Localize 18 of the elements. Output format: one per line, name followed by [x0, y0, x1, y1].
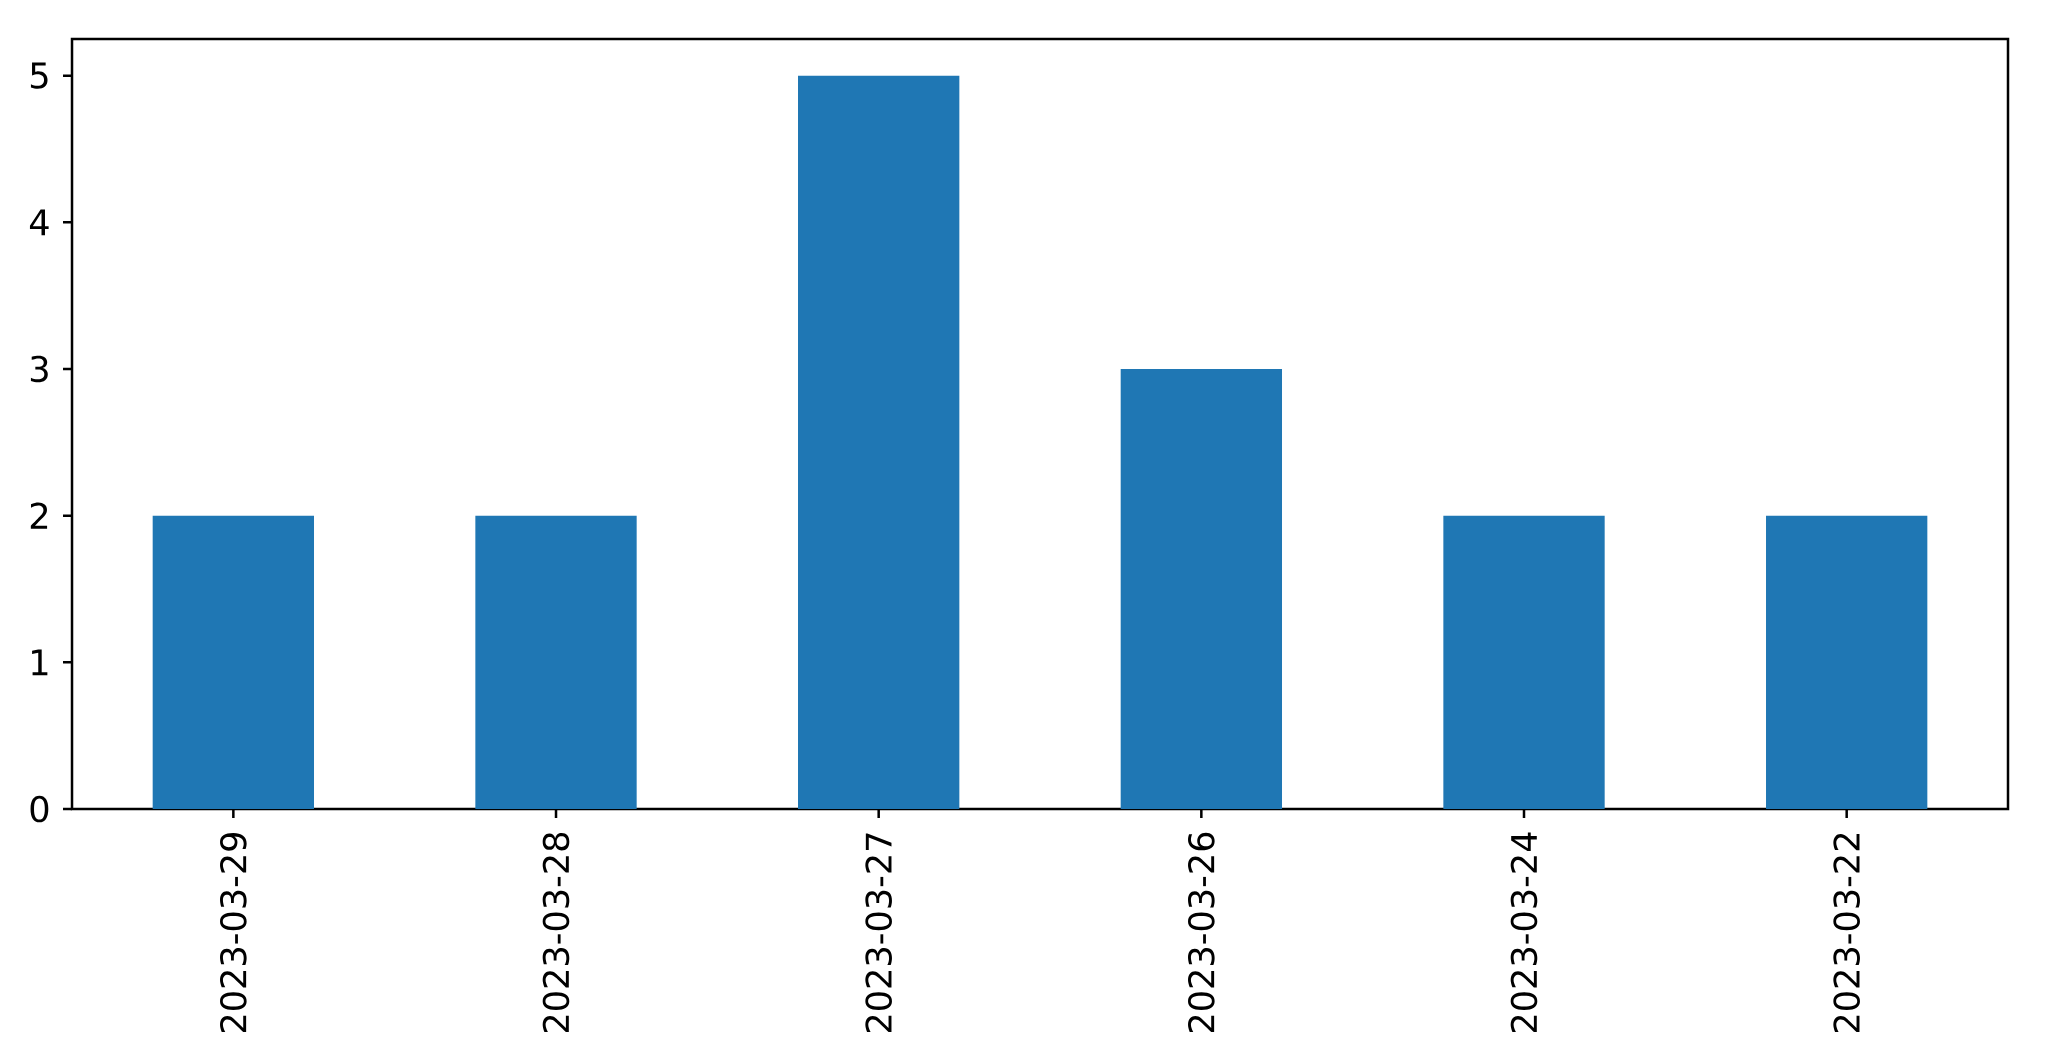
bar	[475, 515, 637, 810]
bar	[798, 75, 960, 810]
x-tick-label: 2023-03-28	[542, 832, 570, 1033]
y-tick-label: 3	[30, 355, 48, 383]
x-tick-label: 2023-03-26	[1188, 832, 1215, 1033]
y-tick-label: 1	[32, 649, 48, 676]
x-tick-label: 2023-03-27	[865, 833, 892, 1033]
bar	[1443, 515, 1605, 810]
x-tick-label: 2023-03-22	[1833, 833, 1860, 1033]
bar	[1120, 368, 1283, 810]
y-tick-label: 4	[29, 209, 49, 236]
y-tick-label: 0	[30, 795, 49, 823]
x-tick-label: 2023-03-24	[1510, 832, 1538, 1033]
y-tick-label: 2	[30, 502, 48, 529]
y-tick-label: 5	[30, 62, 48, 89]
x-tick-label: 2023-03-29	[220, 832, 247, 1033]
bar	[1766, 515, 1928, 810]
bar	[152, 515, 315, 810]
